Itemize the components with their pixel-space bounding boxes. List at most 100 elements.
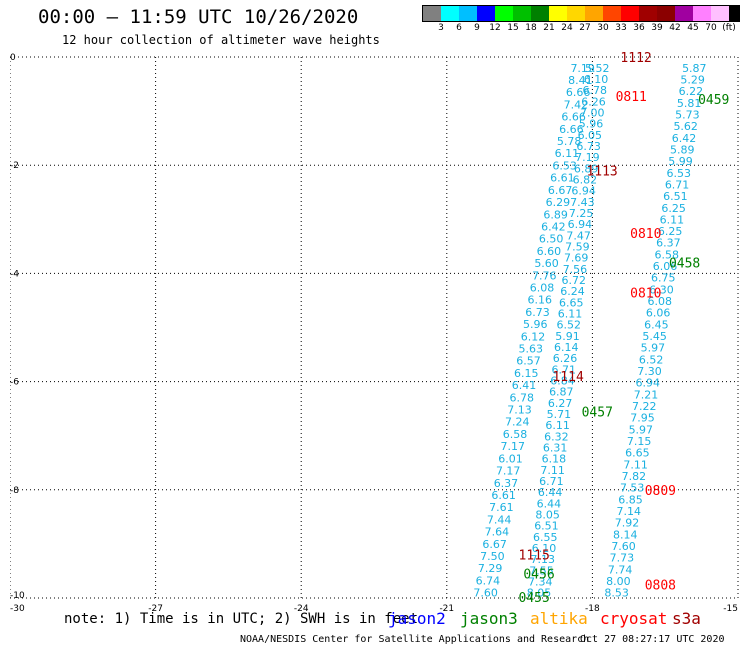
- swh-value-track-b: 6.72: [561, 274, 586, 287]
- swh-value-track-b: 7.55: [529, 564, 554, 577]
- color-swatch: [657, 6, 675, 21]
- swh-value-track-c: 5.62: [673, 120, 698, 133]
- swh-value-track-a: 6.60: [537, 245, 562, 258]
- swh-value-track-a: 7.19: [570, 62, 595, 75]
- swh-value-track-a: 6.16: [528, 294, 553, 307]
- swh-value-track-a: 6.66: [559, 123, 584, 136]
- swh-value-track-a: 7.17: [500, 440, 525, 453]
- color-scale-label: 15: [507, 23, 519, 33]
- swh-value-track-b: 6.94: [568, 218, 593, 231]
- swh-value-track-b: 6.71: [539, 475, 564, 488]
- color-swatch: [531, 6, 549, 21]
- swh-value-track-a: 6.61: [550, 172, 575, 185]
- swh-value-track-a: 6.73: [525, 306, 550, 319]
- pass-time-label: 0456: [523, 568, 554, 583]
- swh-value-track-c: 7.73: [610, 552, 635, 565]
- y-tick-label: 0: [10, 53, 16, 63]
- swh-value-track-a: 6.42: [541, 220, 566, 233]
- color-scale-label: 6: [456, 23, 462, 33]
- swh-value-track-b: 6.26: [553, 352, 578, 365]
- x-tick-label: -18: [585, 604, 600, 612]
- swh-value-track-b: 7.56: [563, 263, 588, 276]
- swh-value-track-a: 6.57: [516, 355, 541, 368]
- wave-height-map: -30 -27 -24 -21 -18 -150-2-4-6-8-107.198.416.…: [10, 51, 739, 612]
- swh-value-track-c: 6.65: [625, 447, 650, 460]
- color-scale-label: 70: [705, 23, 717, 33]
- swh-value-track-c: 5.97: [641, 342, 666, 355]
- swh-value-track-b: 6.78: [583, 84, 608, 97]
- swh-value-track-b: 6.27: [548, 397, 573, 410]
- generated-timestamp: Oct 27 08:27:17 UTC 2020: [580, 634, 725, 645]
- color-swatch: [513, 6, 531, 21]
- color-swatch: [477, 6, 495, 21]
- color-swatch: [639, 6, 657, 21]
- swh-value-track-a: 6.41: [512, 379, 537, 392]
- swh-value-track-c: 6.94: [635, 377, 660, 390]
- swh-value-track-c: 6.22: [679, 85, 704, 98]
- swh-value-track-c: 7.60: [611, 540, 636, 553]
- swh-value-track-c: 5.73: [675, 108, 700, 121]
- color-swatch: [621, 6, 639, 21]
- swh-value-track-c: 5.81: [677, 97, 702, 110]
- color-swatch: [603, 6, 621, 21]
- y-tick-label: -8: [10, 486, 19, 496]
- swh-value-track-a: 6.50: [539, 233, 564, 246]
- swh-value-track-c: 6.51: [663, 190, 688, 203]
- swh-value-track-b: 6.89: [574, 162, 599, 175]
- pass-time-label: 0457: [582, 405, 613, 420]
- swh-value-track-c: 7.14: [616, 505, 641, 518]
- color-scale-label: 27: [579, 23, 591, 33]
- swh-value-track-a: 7.64: [485, 526, 510, 539]
- swh-value-track-b: 7.25: [569, 207, 594, 220]
- swh-value-track-a: 5.96: [523, 318, 548, 331]
- color-swatch: [675, 6, 693, 21]
- swh-value-track-b: 7.34: [528, 575, 553, 588]
- swh-value-track-c: 6.53: [667, 167, 692, 180]
- swh-value-track-b: 6.05: [578, 129, 603, 142]
- swh-value-track-a: 6.53: [552, 159, 577, 172]
- swh-value-track-a: 7.61: [489, 501, 514, 514]
- satellite-legend-item: s3a: [672, 609, 701, 628]
- swh-value-track-b: 7.19: [575, 151, 600, 164]
- swh-value-track-a: 6.01: [498, 452, 523, 465]
- swh-value-track-c: 6.85: [618, 493, 643, 506]
- swh-value-track-c: 5.45: [642, 330, 667, 343]
- swh-value-track-b: 7.59: [565, 240, 590, 253]
- swh-value-track-a: 7.24: [505, 416, 530, 429]
- color-scale-label: 9: [474, 23, 480, 33]
- swh-value-track-a: 6.11: [555, 147, 580, 160]
- swh-value-track-a: 6.08: [530, 281, 555, 294]
- swh-value-track-b: 6.26: [581, 95, 606, 108]
- swh-value-track-b: 7.13: [530, 553, 555, 566]
- color-swatch: [459, 6, 477, 21]
- swh-value-track-a: 6.29: [546, 196, 571, 209]
- pass-time-label: 0458: [669, 257, 700, 272]
- pass-time-label: 0810: [630, 227, 661, 242]
- satellite-legend-item: jason3: [460, 609, 518, 628]
- swh-value-track-b: 5.91: [555, 330, 580, 343]
- y-tick-label: -4: [10, 269, 19, 279]
- swh-value-track-b: 8.05: [535, 508, 560, 521]
- x-tick-label: -24: [294, 604, 309, 612]
- color-scale-label: 21: [543, 23, 555, 33]
- swh-value-track-c: 6.30: [649, 283, 674, 296]
- swh-value-track-b: 8.05: [527, 587, 552, 600]
- swh-value-track-b: 6.10: [532, 542, 557, 555]
- swh-value-track-c: 7.11: [623, 458, 648, 471]
- color-scale-label: 24: [561, 23, 573, 33]
- pass-time-label: 0809: [645, 484, 676, 499]
- swh-value-track-b: 5.71: [547, 408, 572, 421]
- pass-time-label: 0808: [645, 578, 676, 593]
- pass-time-label: 0455: [519, 591, 550, 606]
- swh-value-track-c: 7.53: [620, 482, 645, 495]
- swh-value-track-c: 6.42: [672, 132, 697, 145]
- swh-value-track-c: 6.25: [661, 202, 686, 215]
- swh-value-track-b: 6.32: [544, 430, 569, 443]
- color-scale-label: 18: [525, 23, 537, 33]
- color-scale-label: 42: [669, 23, 681, 33]
- swh-value-track-a: 6.78: [509, 391, 534, 404]
- color-swatch: [693, 6, 711, 21]
- swh-value-track-a: 6.58: [503, 428, 528, 441]
- swh-value-track-c: 6.11: [660, 213, 685, 226]
- x-tick-label: -15: [723, 604, 738, 612]
